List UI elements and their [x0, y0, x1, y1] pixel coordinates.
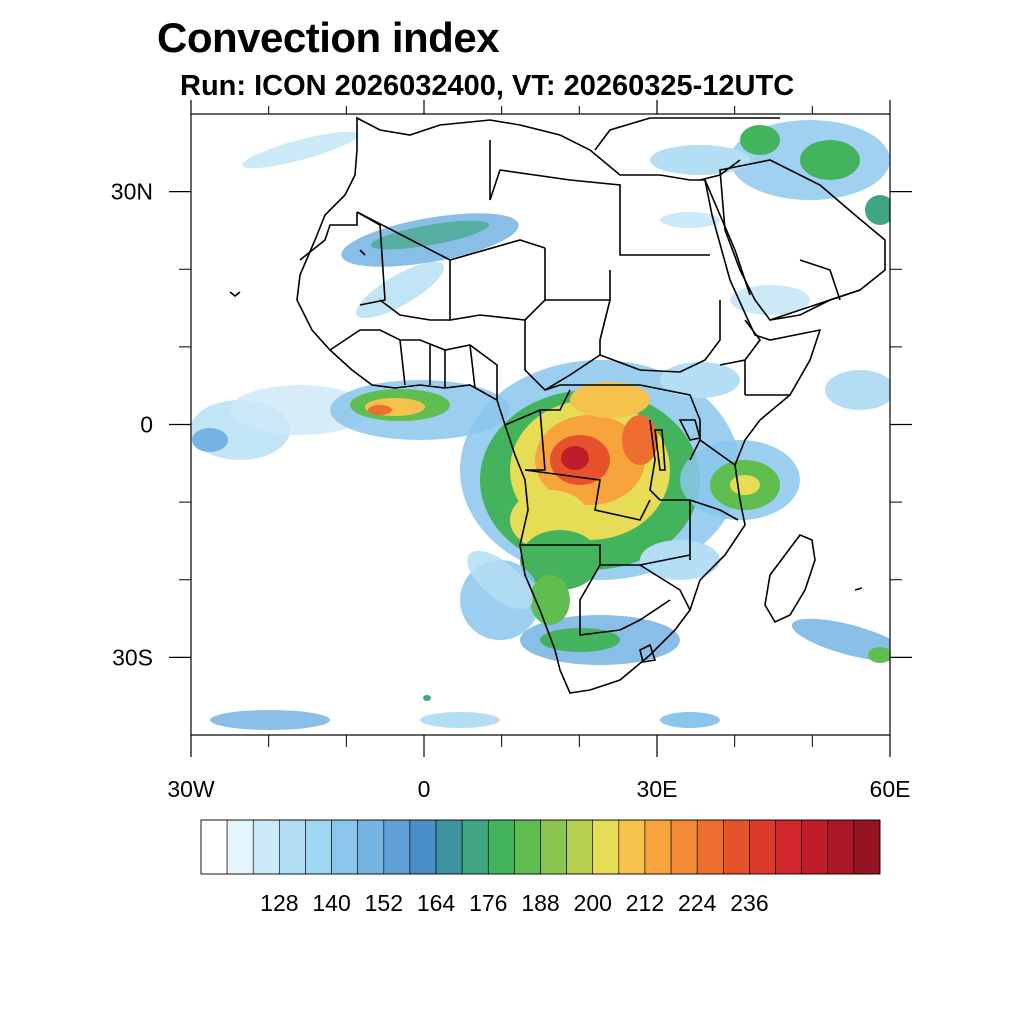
colorbar-swatch	[853, 819, 881, 875]
y-tick-label: 0	[140, 412, 153, 438]
map-subtitle: Run: ICON 2026032400, VT: 20260325-12UTC	[180, 70, 795, 102]
colorbar-swatch	[461, 819, 489, 875]
y-tick-label: 30N	[111, 179, 153, 205]
colorbar-swatch	[514, 819, 541, 875]
colorbar-label: 140	[312, 890, 350, 916]
colorbar-swatch	[723, 819, 750, 875]
colorbar-swatch	[670, 819, 698, 875]
colorbar-swatch	[775, 819, 802, 875]
colorbar-swatch	[435, 819, 463, 875]
colorbar-swatch	[801, 819, 829, 875]
coastlines-and-borders	[229, 116, 886, 694]
colorbar-label: 128	[260, 890, 298, 916]
colorbar-frame	[200, 819, 881, 875]
colorbar-swatch	[331, 819, 358, 875]
colorbar-swatch	[200, 819, 228, 875]
colorbar-label: 212	[626, 890, 664, 916]
map-axes: 30W 0 30E 60E 30N 0 30S	[111, 100, 912, 802]
y-tick-label: 30S	[112, 644, 153, 670]
colorbar-swatch	[383, 819, 411, 875]
colorbar-swatch	[279, 819, 306, 875]
colorbar-label: 200	[574, 890, 612, 916]
colorbar-swatch	[644, 819, 672, 875]
colorbar-label: 236	[730, 890, 768, 916]
colorbar-swatch	[357, 819, 385, 875]
colorbar-label: 176	[469, 890, 507, 916]
x-tick-label: 0	[418, 776, 431, 802]
colorbar-label: 152	[365, 890, 403, 916]
colorbar-swatch	[749, 819, 776, 875]
colorbar-swatch	[696, 819, 724, 875]
x-tick-label: 30E	[637, 776, 678, 802]
colorbar-label: 188	[521, 890, 559, 916]
colorbar: 128 140 152 164 176 188 200 212 224 236	[200, 819, 881, 916]
colorbar-swatch	[226, 819, 254, 875]
convection-field	[191, 120, 890, 730]
colorbar-swatch	[592, 819, 620, 875]
colorbar-swatch	[827, 819, 855, 875]
map-title: Convection index	[157, 14, 500, 61]
colorbar-swatch	[305, 819, 332, 875]
x-tick-label: 60E	[870, 776, 911, 802]
colorbar-swatch	[487, 819, 515, 875]
colorbar-swatch	[252, 819, 280, 875]
x-tick-label: 30W	[167, 776, 215, 802]
colorbar-label: 164	[417, 890, 456, 916]
colorbar-label: 224	[678, 890, 717, 916]
colorbar-swatch	[409, 819, 437, 875]
colorbar-swatch	[540, 819, 567, 875]
colorbar-swatch	[618, 819, 646, 875]
colorbar-swatch	[566, 819, 594, 875]
